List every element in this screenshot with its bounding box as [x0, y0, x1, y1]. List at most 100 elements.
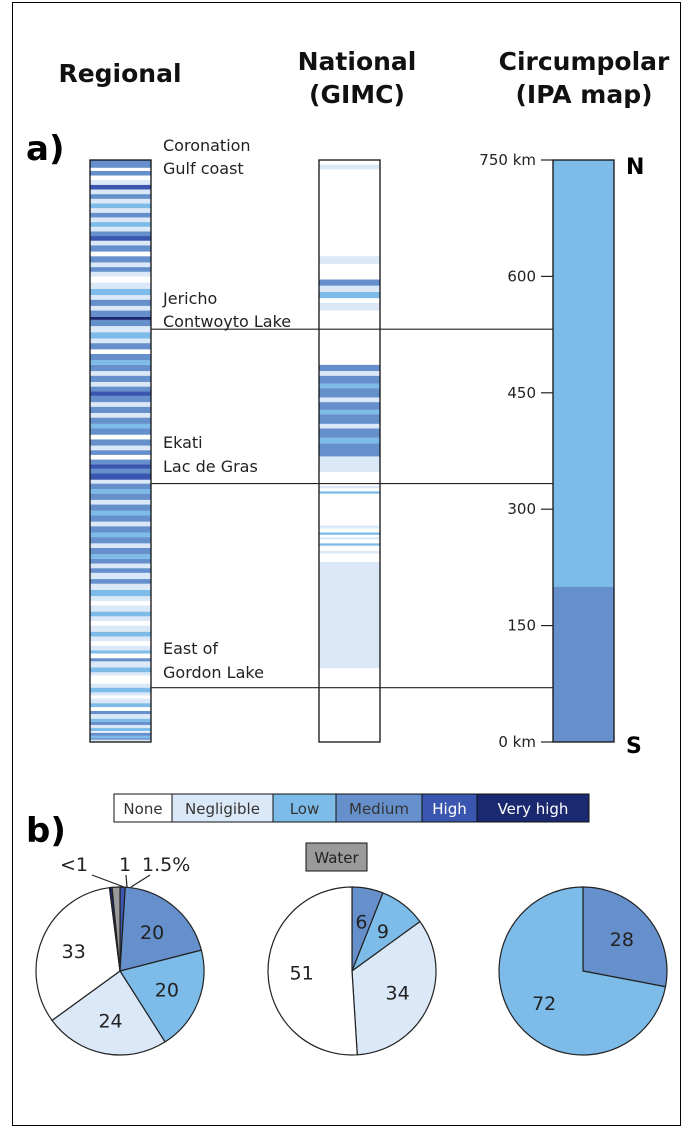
column-band: [90, 620, 151, 626]
column-band: [90, 226, 151, 232]
column-band: [90, 493, 151, 500]
column-band: [90, 262, 151, 268]
column-band: [90, 439, 151, 446]
column-band: [90, 276, 151, 283]
column-band: [90, 170, 151, 176]
column-band: [90, 572, 151, 580]
column-band: [90, 310, 151, 317]
pie-slice: [582, 886, 668, 988]
column-band: [90, 721, 151, 725]
column-band: [90, 641, 151, 646]
column-band: [553, 160, 614, 587]
column-band: [319, 443, 380, 457]
column-band: [90, 636, 151, 642]
south-label: S: [626, 734, 642, 759]
column-band: [90, 445, 151, 451]
column-band: [90, 596, 151, 601]
column-band: [319, 491, 380, 494]
column-band: [319, 402, 380, 410]
column-band: [90, 479, 151, 484]
column-band: [90, 305, 151, 311]
pie-slice-label: 72: [532, 993, 556, 1015]
pie-charts: 20 20 24 33 6 9 34 51 28 72: [35, 886, 668, 1056]
column-band: [319, 364, 380, 372]
column-band: [90, 459, 151, 465]
column-band: [90, 658, 151, 662]
legend-label: Very high: [498, 800, 569, 818]
pie-slice-label: 33: [62, 941, 86, 963]
site-label-1-line1: Coronation: [163, 136, 251, 155]
column-band: [90, 650, 151, 654]
column-band: [90, 735, 151, 739]
legend-swatch: [335, 793, 423, 823]
column-band: [90, 589, 151, 597]
column-band: [90, 349, 151, 354]
column-band: [90, 412, 151, 418]
column-band: [90, 537, 151, 544]
axis-tick-label: 300: [507, 500, 536, 518]
pie-slice: [267, 886, 358, 1056]
regional-pie-callouts: <1 1 1.5%: [60, 854, 190, 888]
site-label-4-line1: East of: [163, 639, 218, 658]
column-band: [319, 537, 380, 540]
column-band: [319, 525, 380, 529]
axis-tick-label: 600: [507, 267, 536, 285]
legend-label: Negligible: [185, 800, 260, 818]
column-band: [319, 551, 380, 554]
column-band: [319, 543, 380, 546]
pie-slice: [498, 886, 667, 1056]
column-band: [319, 256, 380, 264]
column-band: [90, 653, 151, 659]
column-band: [90, 395, 151, 403]
legend-swatch: [113, 793, 173, 823]
column-band: [90, 563, 151, 569]
column-band: [90, 468, 151, 474]
column-band: [319, 375, 380, 384]
column-band: [90, 532, 151, 538]
column-band: [319, 409, 380, 415]
column-band: [90, 160, 151, 168]
column-band: [90, 499, 151, 505]
pie-slice: [351, 920, 437, 1056]
pie-slice-label: 20: [140, 922, 164, 944]
column-band: [90, 731, 151, 733]
column-band: [90, 271, 151, 277]
column-band: [319, 456, 380, 472]
column-band: [319, 532, 380, 535]
column-band: [90, 256, 151, 263]
column-outline: [552, 159, 615, 743]
legend-water-swatch: [305, 842, 368, 872]
column-band: [90, 240, 151, 246]
column-band: [90, 504, 151, 511]
column-band: [553, 586, 614, 742]
legend-swatch: [272, 793, 337, 823]
legend-water-label: Water: [314, 849, 359, 867]
pie-slice-label: 9: [377, 921, 389, 943]
column-band: [90, 212, 151, 218]
column-band: [90, 683, 151, 688]
column-band: [90, 625, 151, 632]
column-band: [90, 189, 151, 195]
callout-line-very-high: [91, 874, 125, 888]
column-band: [90, 548, 151, 555]
column-band: [90, 631, 151, 637]
site-label-2-line2: Contwoyto Lake: [163, 312, 291, 331]
column-band: [90, 295, 151, 300]
column-band: [90, 667, 151, 673]
site-label-3-line1: Ekati: [163, 433, 203, 452]
legend-swatch: [171, 793, 274, 823]
pie-slice: [111, 886, 121, 972]
column-band: [319, 388, 380, 398]
column-band: [90, 175, 151, 181]
legend: None Negligible Low Medium High Very high Wate…: [113, 793, 590, 872]
column-band: [90, 332, 151, 339]
column-band: [90, 739, 151, 742]
column-band: [90, 450, 151, 455]
pie-slice-label: 20: [155, 980, 179, 1002]
pie-slice-label: 6: [355, 911, 367, 933]
header-national-line2: (GIMC): [309, 80, 405, 109]
column-band: [90, 616, 151, 621]
figure-frame: [12, 2, 681, 1126]
panel-label-b: b): [26, 811, 66, 851]
